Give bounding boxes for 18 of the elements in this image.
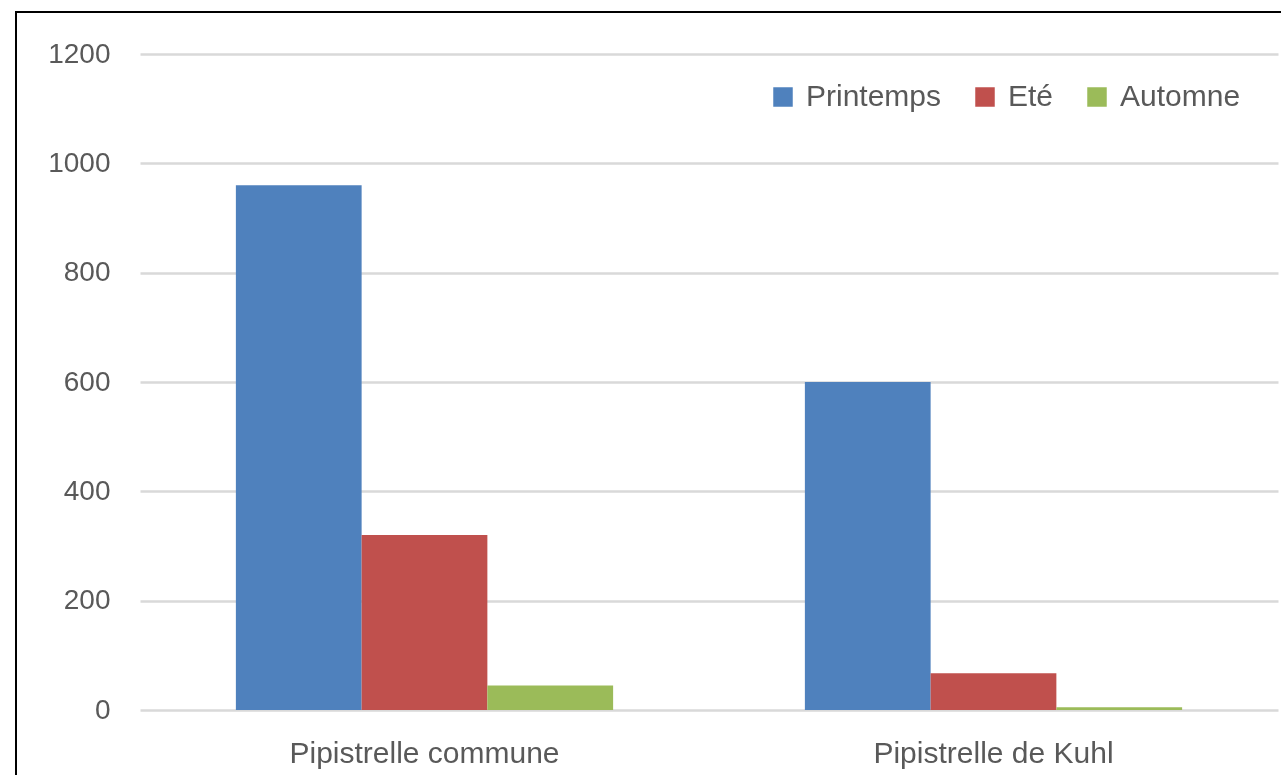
legend-label: Automne [1120,79,1241,112]
bar [804,382,931,710]
y-tick-label: 600 [63,365,111,397]
bar [487,685,614,710]
y-tick-label: 1000 [48,146,111,178]
legend-label: Printemps [806,79,942,112]
bar [361,535,488,710]
y-tick-label: 400 [63,474,111,506]
y-tick-label: 0 [94,693,111,725]
bar [1056,707,1183,710]
x-tick-label: Pipistrelle commune [289,735,560,769]
y-tick-label: 1200 [48,37,111,69]
legend-label: Eté [1008,79,1054,112]
bar [235,185,362,710]
x-tick-label: Pipistrelle de Kuhl [873,735,1114,769]
y-tick-label: 200 [63,584,111,616]
bar [930,673,1057,710]
y-tick-label: 800 [63,256,111,288]
